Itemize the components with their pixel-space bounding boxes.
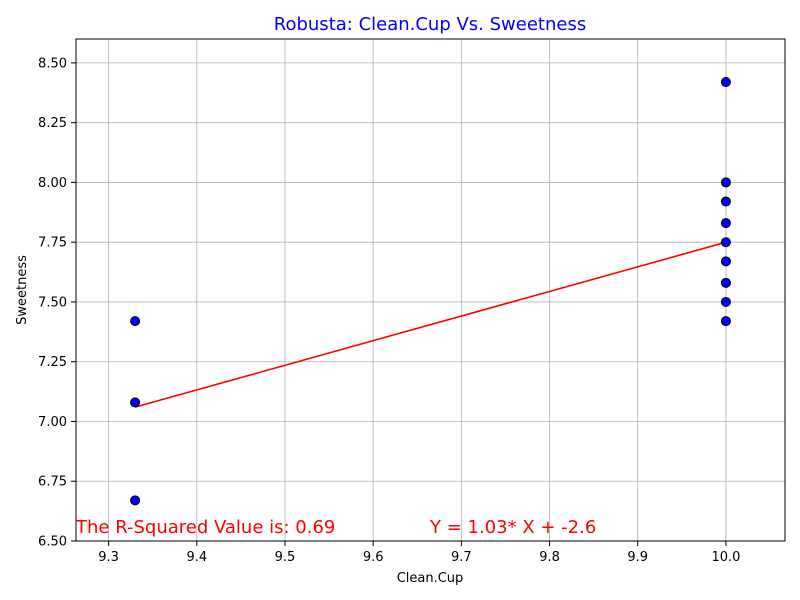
scatter-point [720, 237, 731, 248]
scatter-point [720, 77, 731, 88]
x-tick-label: 9.4 [186, 550, 207, 565]
scatter-point [130, 316, 141, 327]
y-tick-label: 7.50 [38, 295, 67, 310]
x-tick-label: 9.5 [275, 550, 296, 565]
y-axis-label: Sweetness [15, 255, 30, 325]
regression-line [134, 241, 727, 408]
x-tick-label: 9.9 [627, 550, 648, 565]
scatter-point [720, 218, 731, 229]
x-tick-label: 9.7 [451, 550, 472, 565]
x-tick-label: 9.8 [539, 550, 560, 565]
y-tick-label: 7.25 [38, 355, 67, 370]
x-tick-label: 9.6 [363, 550, 384, 565]
grid [76, 39, 785, 542]
x-tick-label: 10.0 [711, 550, 740, 565]
y-tick-label: 7.75 [38, 236, 67, 251]
scatter-point [720, 277, 731, 288]
y-tick-label: 6.50 [38, 535, 67, 550]
scatter-point [130, 495, 141, 506]
scatter-point [720, 256, 731, 267]
r-squared-annotation: The R-Squared Value is: 0.69 [75, 517, 335, 538]
y-tick-label: 8.00 [38, 176, 67, 191]
scatter-point [720, 177, 731, 188]
plot-frame [75, 38, 786, 542]
scatter-point [130, 397, 141, 408]
x-axis-label: Clean.Cup [397, 571, 464, 586]
scatter-point [720, 296, 731, 307]
y-axis-ticks: 6.50 6.75 7.00 7.25 7.50 7.75 8.00 8.25 8.50 [38, 56, 76, 550]
y-tick-label: 8.50 [38, 56, 67, 71]
y-tick-label: 6.75 [38, 475, 67, 490]
data-points [130, 77, 731, 506]
scatter-point [720, 316, 731, 327]
chart-title: Robusta: Clean.Cup Vs. Sweetness [274, 14, 586, 35]
x-tick-label: 9.3 [98, 550, 119, 565]
regression-equation-annotation: Y = 1.03* X + -2.6 [429, 517, 596, 538]
y-tick-label: 8.25 [38, 116, 67, 131]
y-tick-label: 7.00 [38, 415, 67, 430]
scatter-point [720, 196, 731, 207]
x-axis-ticks: 9.3 9.4 9.5 9.6 9.7 9.8 9.9 10.0 [98, 541, 740, 565]
